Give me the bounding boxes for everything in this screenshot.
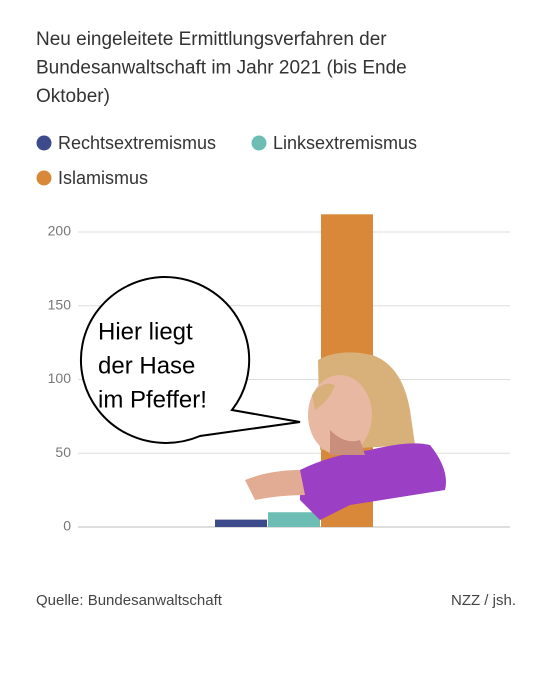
legend-swatch	[36, 170, 52, 186]
y-tick-label: 50	[55, 444, 71, 460]
y-tick-label: 100	[48, 370, 72, 386]
chart-title: Neu eingeleitete Ermittlungsverfahren de…	[36, 29, 387, 50]
legend-label: Linksextremismus	[273, 133, 417, 153]
chart-title: Oktober)	[36, 86, 110, 107]
credit: NZZ / jsh.	[451, 592, 516, 609]
y-tick-label: 200	[48, 223, 72, 239]
chart-title: Bundesanwaltschaft im Jahr 2021 (bis End…	[36, 58, 407, 79]
legend-label: Rechtsextremismus	[58, 133, 216, 153]
y-tick-label: 0	[63, 518, 71, 534]
speech-text: im Pfeffer!	[98, 386, 207, 413]
bar	[215, 519, 267, 527]
speech-text: der Hase	[98, 352, 195, 379]
y-tick-label: 150	[48, 296, 72, 312]
legend-swatch	[36, 135, 52, 151]
bar	[268, 512, 320, 527]
legend-label: Islamismus	[58, 168, 148, 188]
source: Quelle: Bundesanwaltschaft	[36, 592, 223, 609]
speech-bubble	[79, 275, 301, 444]
speech-text: Hier liegt	[98, 318, 193, 345]
legend-swatch	[251, 135, 267, 151]
person-image	[245, 352, 446, 520]
